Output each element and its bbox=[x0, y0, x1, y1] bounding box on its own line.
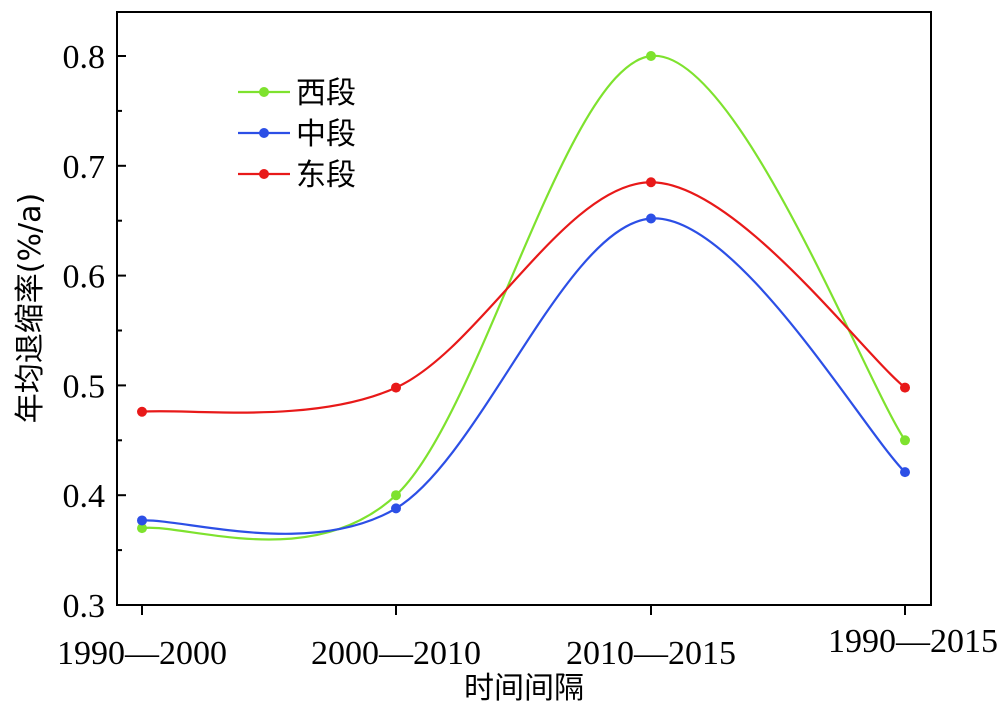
data-point bbox=[391, 490, 401, 501]
data-point bbox=[646, 213, 656, 224]
legend-label: 中段 bbox=[296, 117, 356, 152]
series-line bbox=[141, 181, 906, 414]
data-point bbox=[900, 467, 910, 478]
legend-label: 东段 bbox=[296, 158, 356, 193]
data-point bbox=[646, 177, 656, 188]
x-axis-title: 时间间隔 bbox=[464, 671, 584, 706]
y-tick-label: 0.4 bbox=[63, 478, 106, 515]
x-tick-label: 2010—2015 bbox=[566, 635, 736, 672]
y-tick-label: 0.7 bbox=[63, 149, 106, 186]
series-layer bbox=[137, 51, 910, 541]
legend-marker bbox=[259, 169, 269, 179]
x-tick-label: 1990—2000 bbox=[57, 635, 227, 672]
data-point bbox=[391, 503, 401, 514]
y-axis-title: 年均退缩率(%/a) bbox=[13, 193, 48, 423]
x-tick-label: 1990—2015 bbox=[828, 623, 998, 660]
series-line bbox=[141, 54, 906, 541]
series-line bbox=[141, 217, 906, 535]
y-axis: 0.3 0.4 0.5 0.6 0.7 0.8 bbox=[63, 39, 126, 625]
y-tick-label: 0.6 bbox=[63, 259, 106, 296]
data-point bbox=[900, 435, 910, 446]
y-tick-label: 0.5 bbox=[63, 368, 106, 405]
plot-area-frame bbox=[116, 11, 932, 606]
data-point bbox=[137, 515, 147, 526]
y-tick-label: 0.8 bbox=[63, 39, 106, 76]
data-point bbox=[646, 51, 656, 61]
x-axis: 1990—2000 2000—2010 2010—2015 1990—2015 bbox=[57, 605, 998, 672]
data-point bbox=[137, 406, 147, 417]
legend-marker bbox=[259, 128, 269, 138]
y-tick-label: 0.3 bbox=[63, 588, 106, 625]
data-point bbox=[391, 382, 401, 393]
x-tick-label: 2000—2010 bbox=[311, 635, 481, 672]
data-point bbox=[900, 382, 910, 393]
legend-label: 西段 bbox=[296, 76, 356, 111]
data-point bbox=[137, 523, 147, 534]
legend-marker bbox=[259, 87, 269, 97]
